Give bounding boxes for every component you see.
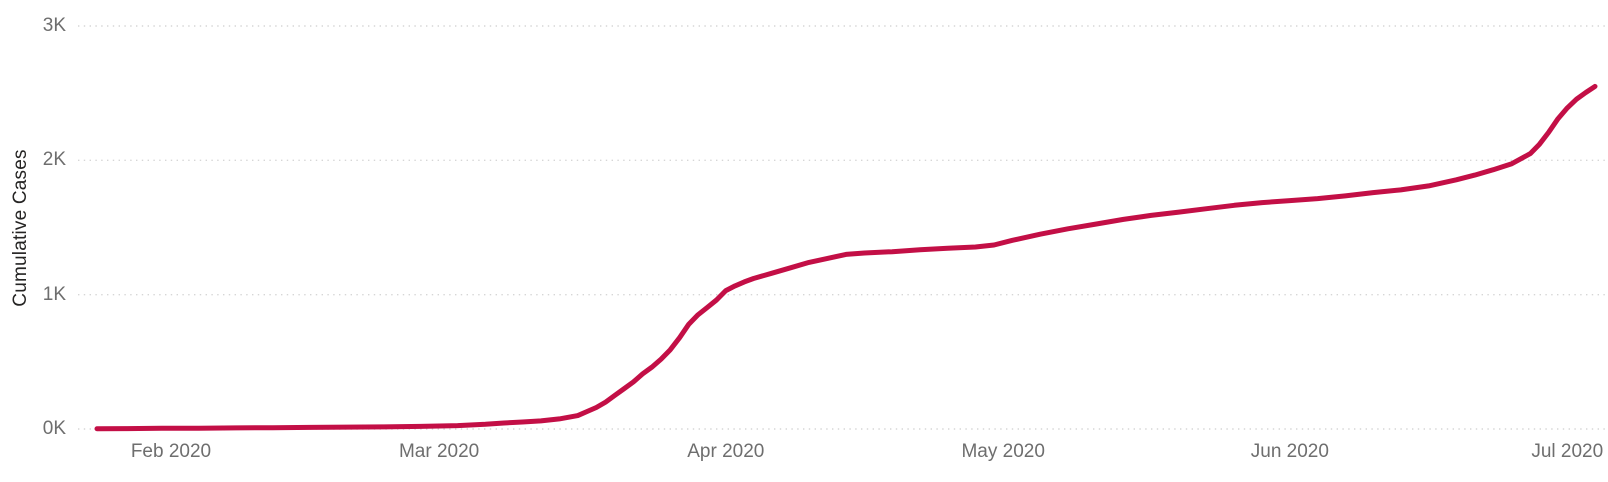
y-tick-label-1k: 1K bbox=[42, 283, 66, 305]
y-tick-label-0k: 0K bbox=[42, 418, 66, 439]
x-tick-label-feb: Feb 2020 bbox=[130, 441, 212, 462]
x-tick-label-may: May 2020 bbox=[961, 441, 1045, 462]
series-line[interactable] bbox=[94, 83, 1598, 432]
y-tick-label-3k: 3K bbox=[42, 15, 66, 36]
y-tick-label-2k: 2K bbox=[42, 149, 66, 171]
x-tick-label-apr: Apr 2020 bbox=[687, 441, 765, 462]
x-tick-label-jul: Jul 2020 bbox=[1531, 441, 1604, 462]
x-tick-label-mar: Mar 2020 bbox=[398, 441, 480, 462]
x-tick-label-jun: Jun 2020 bbox=[1250, 441, 1329, 462]
